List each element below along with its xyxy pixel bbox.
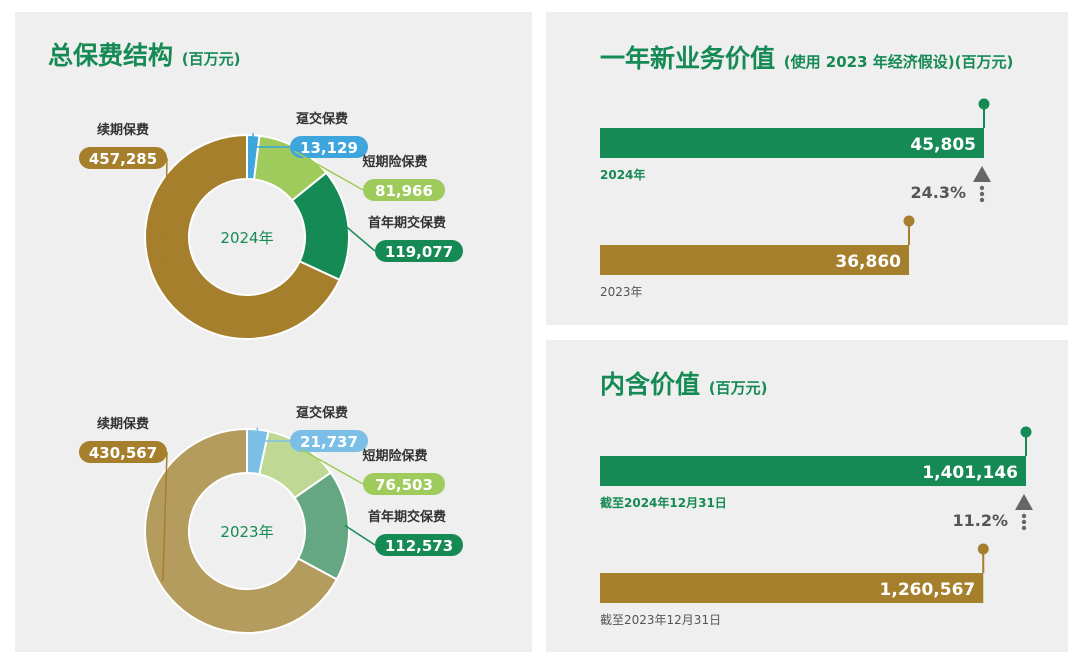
donut-center-label: 2024年 [220, 229, 273, 247]
slice-name-label: 首年期交保费 [368, 215, 446, 231]
value-pill [363, 179, 445, 201]
growth-dot [1021, 513, 1027, 519]
growth-dot [979, 185, 985, 191]
nbv-bar-chart: 45,805 2024年 36,860 2023年 24.3% [600, 98, 991, 299]
leader-line [294, 150, 364, 191]
bar-marker-dot [978, 98, 990, 110]
growth-label: 11.2% [952, 511, 1008, 530]
bar-category-label: 截至2024年12月31日 [600, 495, 727, 510]
value-pill [375, 240, 463, 262]
ev-bar-chart: 1,401,146 截至2024年12月31日 1,260,567 截至2023年12… [600, 426, 1033, 627]
bar-value-label: 36,860 [835, 252, 901, 272]
unit-label: (百万元) [708, 379, 768, 397]
leader-line [162, 451, 168, 582]
growth-arrow-icon [973, 166, 991, 182]
growth-dot [979, 191, 985, 197]
bar-category-label: 2024年 [600, 167, 645, 182]
embedded-value-panel: 内含价值 (百万元) 1,401,146 截至2024年12月31日 1,260,5… [546, 340, 1068, 652]
leader-line [163, 157, 168, 290]
growth-dot [979, 197, 985, 203]
leader-line [252, 133, 290, 148]
panel-title: 内含价值 (百万元) [600, 370, 768, 399]
bar-category-label: 2023年 [600, 285, 643, 299]
slice-name-label: 短期险保费 [362, 448, 427, 464]
bar [600, 128, 984, 158]
slice-value-label: 430,567 [89, 444, 157, 462]
unit-label: (百万元) [181, 50, 241, 68]
slice-name-label: 首年期交保费 [368, 509, 446, 525]
bar [600, 456, 1026, 486]
slice-value-label: 76,503 [375, 476, 433, 494]
slice-name-label: 短期险保费 [362, 154, 427, 170]
bar-value-label: 1,260,567 [880, 580, 976, 600]
growth-dot [1021, 519, 1027, 525]
bar-marker-dot [977, 543, 989, 555]
slice-name-label: 续期保费 [97, 122, 149, 138]
leader-line [256, 427, 290, 442]
donut-center-label: 2023年 [220, 523, 273, 541]
slice-value-label: 457,285 [89, 150, 157, 168]
slice-value-label: 119,077 [385, 243, 453, 261]
growth-label: 24.3% [910, 183, 966, 202]
slice-value-label: 21,737 [300, 433, 358, 451]
value-pill [363, 473, 445, 495]
value-pill [79, 441, 167, 463]
slice-value-label: 13,129 [300, 139, 358, 157]
slice-value-label: 81,966 [375, 182, 433, 200]
donut-slice [144, 427, 339, 634]
bar [600, 573, 984, 603]
premium-structure-panel: 总保费结构 (百万元) 2024年 趸交保费 13,129 短期险保费 81,966 首年… [15, 12, 532, 652]
growth-dot [1021, 525, 1027, 531]
bar-marker-dot [903, 215, 915, 227]
donut-slice [144, 133, 341, 340]
leader-line [344, 524, 376, 546]
slice-name-label: 趸交保费 [295, 111, 348, 127]
new-business-value-panel: 一年新业务价值 (使用 2023 年经济假设)(百万元) 45,805 2024年… [546, 12, 1068, 325]
bar-marker-dot [1020, 426, 1032, 438]
leader-line [300, 448, 364, 485]
slice-name-label: 趸交保费 [295, 405, 348, 421]
bar-category-label: 截至2023年12月31日 [600, 613, 721, 627]
slice-value-label: 112,573 [385, 537, 453, 555]
value-pill [290, 430, 368, 452]
unit-label: (使用 2023 年经济假设)(百万元) [783, 53, 1014, 71]
value-pill [375, 534, 463, 556]
panel-title: 一年新业务价值 (使用 2023 年经济假设)(百万元) [600, 44, 1014, 73]
bar-value-label: 1,401,146 [922, 463, 1018, 483]
bar [600, 245, 910, 275]
leader-line [343, 224, 376, 252]
slice-name-label: 续期保费 [97, 416, 149, 432]
bar-value-label: 45,805 [910, 135, 976, 155]
panel-title: 总保费结构 (百万元) [48, 41, 241, 70]
growth-arrow-icon [1015, 494, 1033, 510]
value-pill [290, 136, 368, 158]
value-pill [79, 147, 167, 169]
